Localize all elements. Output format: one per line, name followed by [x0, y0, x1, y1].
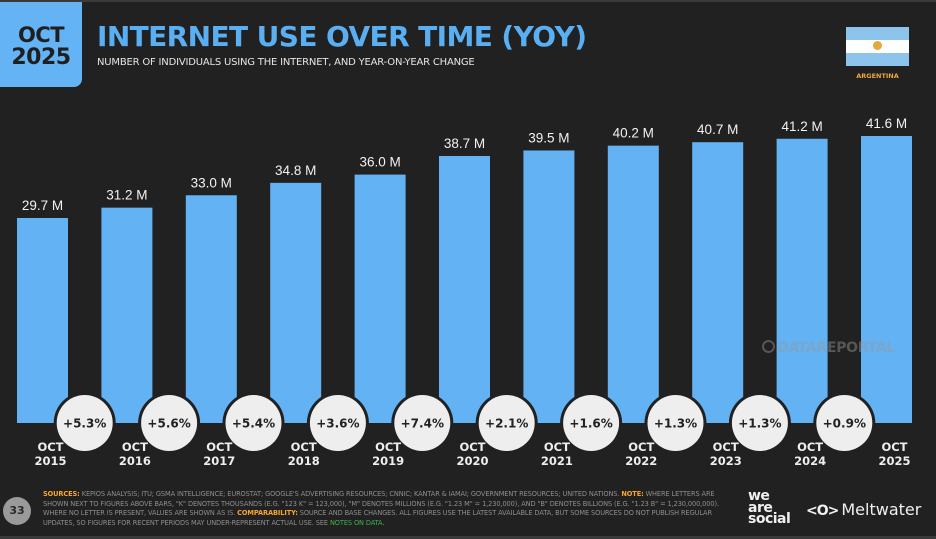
- meltwater-text: Meltwater: [841, 500, 922, 519]
- x-tick-label-month: OCT: [881, 440, 907, 454]
- footnote: SOURCES: KEPIOS ANALYSIS; ITU; GSMA INTE…: [43, 490, 733, 528]
- x-tick-label-month: OCT: [122, 440, 148, 454]
- x-tick-label-year: 2017: [203, 454, 235, 468]
- comparability-text: SOURCE AND BASE CHANGES. ALL FIGURES USE…: [43, 509, 712, 527]
- yoy-bubble: [141, 395, 198, 451]
- x-tick-label-year: 2022: [625, 454, 657, 468]
- note-label: NOTE:: [621, 490, 644, 498]
- yoy-change-label: +1.3%: [654, 417, 697, 431]
- yoy-change-label: +3.6%: [316, 417, 359, 431]
- brand-line-3: social: [748, 511, 791, 527]
- x-tick-label-month: OCT: [544, 440, 570, 454]
- value-label: 40.2 M: [613, 126, 654, 141]
- bar: [185, 195, 237, 423]
- note-text: WHERE LETTERS ARE SHOWN NEXT TO FIGURES …: [43, 490, 719, 518]
- page-title: INTERNET USE OVER TIME (YOY): [97, 20, 587, 53]
- value-label: 29.7 M: [22, 198, 63, 213]
- value-label: 39.5 M: [528, 130, 569, 145]
- we-are-social-logo: we are social: [748, 488, 791, 527]
- x-tick-label-year: 2019: [372, 454, 404, 468]
- yoy-change-label: +5.4%: [232, 417, 275, 431]
- value-label: 31.2 M: [106, 188, 147, 203]
- date-badge: OCT 2025: [0, 2, 82, 87]
- x-tick-label-year: 2020: [456, 454, 488, 468]
- x-axis-labels-group: OCT2015OCT2016OCT2017OCT2018OCT2019OCT20…: [34, 440, 910, 468]
- yoy-bubble: [647, 395, 704, 451]
- bar: [861, 136, 912, 423]
- yoy-bubble: [56, 395, 113, 451]
- value-label: 36.0 M: [359, 155, 400, 170]
- brand-line-2: are: [748, 499, 773, 516]
- bottom-border: [0, 536, 936, 539]
- page-subtitle: NUMBER OF INDIVIDUALS USING THE INTERNET…: [97, 57, 475, 68]
- meltwater-logo: <O> Meltwater: [806, 500, 921, 519]
- x-tick-label-month: OCT: [375, 440, 401, 454]
- sources-text: KEPIOS ANALYSIS; ITU; GSMA INTELLIGENCE;…: [79, 490, 622, 498]
- value-label: 34.8 M: [275, 163, 316, 178]
- bars-group: [17, 136, 912, 424]
- x-tick-label-month: OCT: [37, 440, 63, 454]
- yoy-bubbles-group: +5.3% +5.6% +5.4% +3.6% +7.4% +2.1% +1.6% +1.3%…: [53, 392, 876, 454]
- value-labels-group: 29.7 M 31.2 M 33.0 M 34.8 M 36.0 M 38.7 M 39.5…: [22, 116, 907, 213]
- value-label: 33.0 M: [191, 175, 232, 190]
- bar: [523, 150, 575, 423]
- yoy-change-label: +0.9%: [823, 417, 866, 431]
- yoy-bubble: [309, 395, 366, 451]
- yoy-change-label: +1.6%: [569, 417, 612, 431]
- bar: [270, 182, 322, 423]
- top-border: [0, 0, 936, 2]
- bar: [439, 155, 490, 423]
- bar: [354, 174, 406, 423]
- comparability-label: COMPARABILITY:: [237, 509, 298, 518]
- yoy-change-label: +2.1%: [485, 417, 528, 431]
- yoy-bubble: [478, 395, 535, 451]
- footnote-end: .: [382, 518, 385, 527]
- notes-on-data-link[interactable]: NOTES ON DATA: [329, 518, 383, 527]
- argentina-flag-icon: [846, 27, 909, 66]
- value-label: 40.7 M: [697, 122, 738, 137]
- bar: [101, 207, 153, 423]
- x-tick-label-month: OCT: [628, 440, 654, 454]
- x-tick-label-year: 2015: [34, 454, 66, 468]
- country-label: ARGENTINA: [856, 72, 899, 80]
- yoy-change-label: +7.4%: [401, 417, 444, 431]
- yoy-change-label: +5.6%: [147, 417, 190, 431]
- x-tick-label-month: OCT: [713, 440, 739, 454]
- badge-month: OCT: [17, 23, 65, 47]
- bar: [776, 138, 828, 424]
- x-tick-label-month: OCT: [459, 440, 485, 454]
- brand-line-1: we: [748, 488, 770, 504]
- x-tick-label-month: OCT: [206, 440, 232, 454]
- yoy-bubble: [394, 395, 451, 451]
- x-tick-label-month: OCT: [291, 440, 317, 454]
- value-label: 38.7 M: [444, 136, 485, 151]
- yoy-change-label: +5.3%: [63, 417, 106, 431]
- page-number: 33: [3, 497, 31, 525]
- datareportal-logo-icon: [762, 340, 775, 353]
- x-tick-label-year: 2018: [288, 454, 320, 468]
- x-tick-label-year: 2024: [794, 454, 826, 468]
- x-tick-label-year: 2025: [878, 454, 910, 468]
- x-tick-label-year: 2021: [541, 454, 573, 468]
- x-tick-label-year: 2016: [119, 454, 151, 468]
- yoy-change-label: +1.3%: [738, 417, 781, 431]
- sources-label: SOURCES:: [43, 490, 80, 498]
- datareportal-watermark: DATAREPORTAL: [762, 340, 895, 356]
- value-label: 41.6 M: [866, 116, 907, 131]
- yoy-bubble: [563, 395, 620, 451]
- sun-of-may-icon: [873, 41, 882, 50]
- yoy-bubble: [816, 395, 873, 451]
- bar: [607, 145, 659, 423]
- x-tick-label-month: OCT: [797, 440, 823, 454]
- x-tick-label-year: 2023: [710, 454, 742, 468]
- yoy-bubble: [225, 395, 282, 451]
- badge-year: 2025: [11, 45, 71, 70]
- watermark-text: DATAREPORTAL: [777, 340, 895, 356]
- bar: [692, 142, 744, 424]
- meltwater-logo-icon: <O>: [806, 503, 839, 519]
- bar: [17, 218, 68, 423]
- yoy-bubble: [731, 395, 788, 451]
- value-label: 41.2 M: [781, 119, 822, 134]
